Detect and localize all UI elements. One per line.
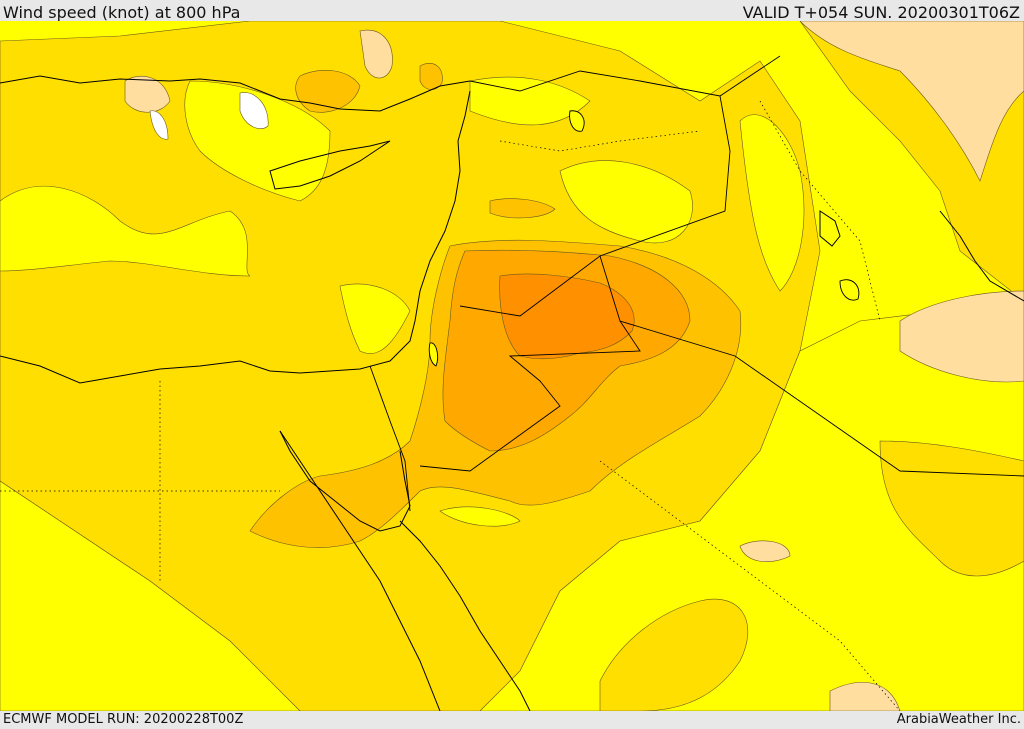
wind-speed-map xyxy=(0,21,1024,711)
admin-boundary xyxy=(499,130,701,152)
coastline-turkey xyxy=(0,75,471,112)
map-title: Wind speed (knot) at 800 hPa xyxy=(3,3,241,22)
wind-band-1-hole xyxy=(184,80,331,202)
wind-band-3-patch xyxy=(295,70,361,113)
coastline-cyprus xyxy=(269,140,391,190)
wind-band-lowest-patch xyxy=(149,110,169,140)
wind-band-1-hole xyxy=(559,160,693,244)
admin-boundary xyxy=(759,100,881,322)
border-line xyxy=(419,320,641,472)
lake xyxy=(569,110,585,132)
lake xyxy=(428,342,439,367)
wind-band-6-patch xyxy=(359,29,393,79)
wind-band-5-area xyxy=(499,273,635,360)
wind-band-6-patch xyxy=(899,290,1024,383)
border-line xyxy=(369,365,411,512)
coastline-caspian xyxy=(819,210,841,247)
wind-band-3-patch xyxy=(419,63,443,90)
border-line xyxy=(459,95,731,317)
coastline-red-sea-west xyxy=(279,430,441,711)
wind-band-1-east xyxy=(479,300,1024,711)
credit-label: ArabiaWeather Inc. xyxy=(896,712,1021,727)
footer-bar xyxy=(0,711,1024,729)
header-bar: Wind speed (knot) at 800 hPa VALID T+054… xyxy=(0,0,1024,22)
wind-band-6-patch xyxy=(739,540,791,562)
lake xyxy=(839,279,860,301)
coastline-gulf-of-suez xyxy=(279,430,411,532)
wind-band-6-patch xyxy=(799,21,1024,182)
valid-time: VALID T+054 SUN. 20200301T06Z xyxy=(742,3,1020,22)
border-line xyxy=(599,255,1024,477)
wind-band-lowest-patch xyxy=(239,92,269,130)
wind-band-1-hole xyxy=(469,76,591,126)
wind-band-1-hole xyxy=(439,506,521,527)
wind-band-1-hole xyxy=(339,283,411,354)
wind-band-1-hole xyxy=(0,185,251,277)
wind-band-1-south xyxy=(0,480,301,711)
model-run-label: ECMWF MODEL RUN: 20200228T00Z xyxy=(3,712,244,727)
coastline-north-africa xyxy=(0,90,471,384)
wind-band-3-patch xyxy=(489,198,556,219)
wind-band-6-patch xyxy=(124,75,171,113)
wind-band-2-south xyxy=(599,598,749,711)
border-line xyxy=(469,55,781,97)
wind-band-1-hole xyxy=(739,114,805,292)
coastline-persian-gulf xyxy=(939,210,1024,302)
coastline-red-sea-east xyxy=(399,520,531,711)
